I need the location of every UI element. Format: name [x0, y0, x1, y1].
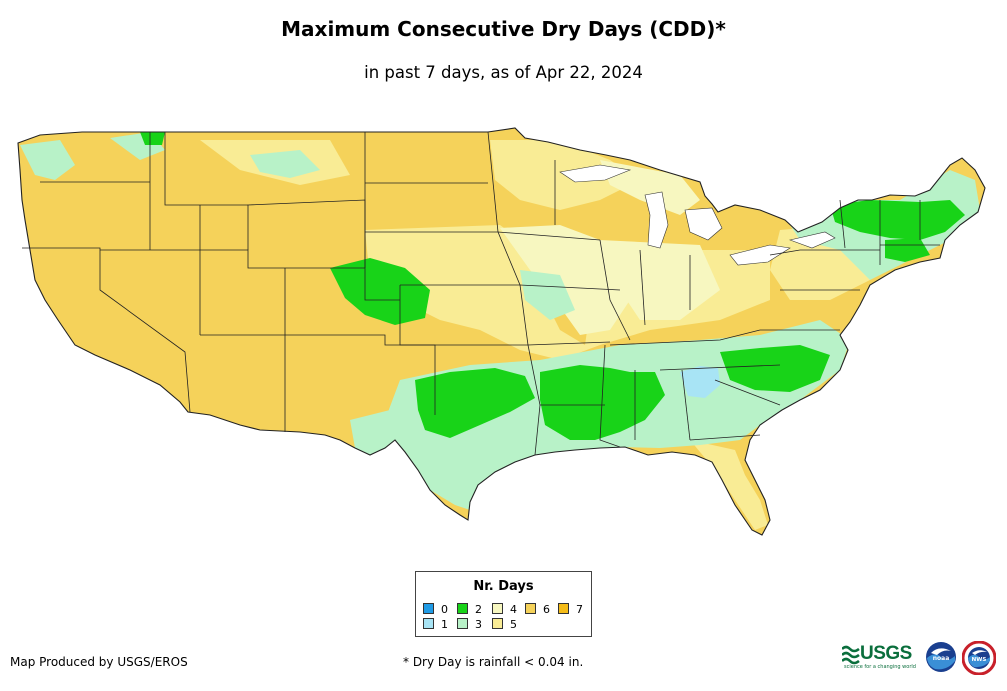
usgs-wave-icon — [842, 645, 860, 665]
region-3-days — [520, 270, 575, 320]
legend-label-7: 7 — [576, 603, 583, 616]
region-4-days — [600, 160, 700, 215]
legend-label-6: 6 — [543, 603, 550, 616]
legend-swatch-3 — [457, 618, 468, 629]
usgs-logo-tagline: science for a changing world — [844, 664, 916, 670]
legend-swatch-4 — [492, 603, 503, 614]
map-title: Maximum Consecutive Dry Days (CDD)* — [281, 17, 726, 41]
region-1-day — [680, 366, 720, 398]
legend-swatch-0 — [423, 603, 434, 614]
legend-swatch-2 — [457, 603, 468, 614]
usgs-logo-text: USGS — [860, 643, 912, 664]
map-credit: Map Produced by USGS/EROS — [10, 655, 188, 669]
legend-label-2: 2 — [475, 603, 482, 616]
region-2-days — [830, 200, 965, 240]
great-lakes — [559, 164, 836, 266]
state-boundaries — [22, 131, 940, 456]
region-4-days — [500, 225, 630, 335]
legend-label-1: 1 — [441, 618, 448, 631]
noaa-logo-text: noaa — [933, 655, 950, 662]
legend-title: Nr. Days — [473, 579, 534, 594]
legend-label-3: 3 — [475, 618, 482, 631]
region-3-days — [20, 140, 75, 180]
region-2-days — [415, 368, 535, 438]
legend-label-5: 5 — [510, 618, 517, 631]
nws-logo-text: NWS — [972, 657, 987, 663]
region-2-days — [885, 238, 930, 262]
region-2-days — [720, 345, 830, 392]
legend: Nr. Days 0 1 2 3 4 5 6 7 — [415, 571, 592, 637]
legend-swatch-5 — [492, 618, 503, 629]
legend-label-4: 4 — [510, 603, 517, 616]
map-subtitle: in past 7 days, as of Apr 22, 2024 — [364, 63, 643, 82]
region-3-days — [250, 150, 320, 178]
usgs-logo: USGS science for a changing world — [842, 643, 920, 671]
region-2-days — [330, 258, 430, 325]
legend-swatch-7 — [558, 603, 569, 614]
region-2-days — [540, 365, 665, 440]
region-2-days — [140, 132, 165, 145]
legend-swatch-1 — [423, 618, 434, 629]
legend-swatch-6 — [525, 603, 536, 614]
noaa-logo-icon: noaa — [926, 642, 956, 672]
dry-day-footnote: * Dry Day is rainfall < 0.04 in. — [403, 655, 584, 669]
nws-logo-icon: NWS — [962, 641, 996, 675]
legend-label-0: 0 — [441, 603, 448, 616]
